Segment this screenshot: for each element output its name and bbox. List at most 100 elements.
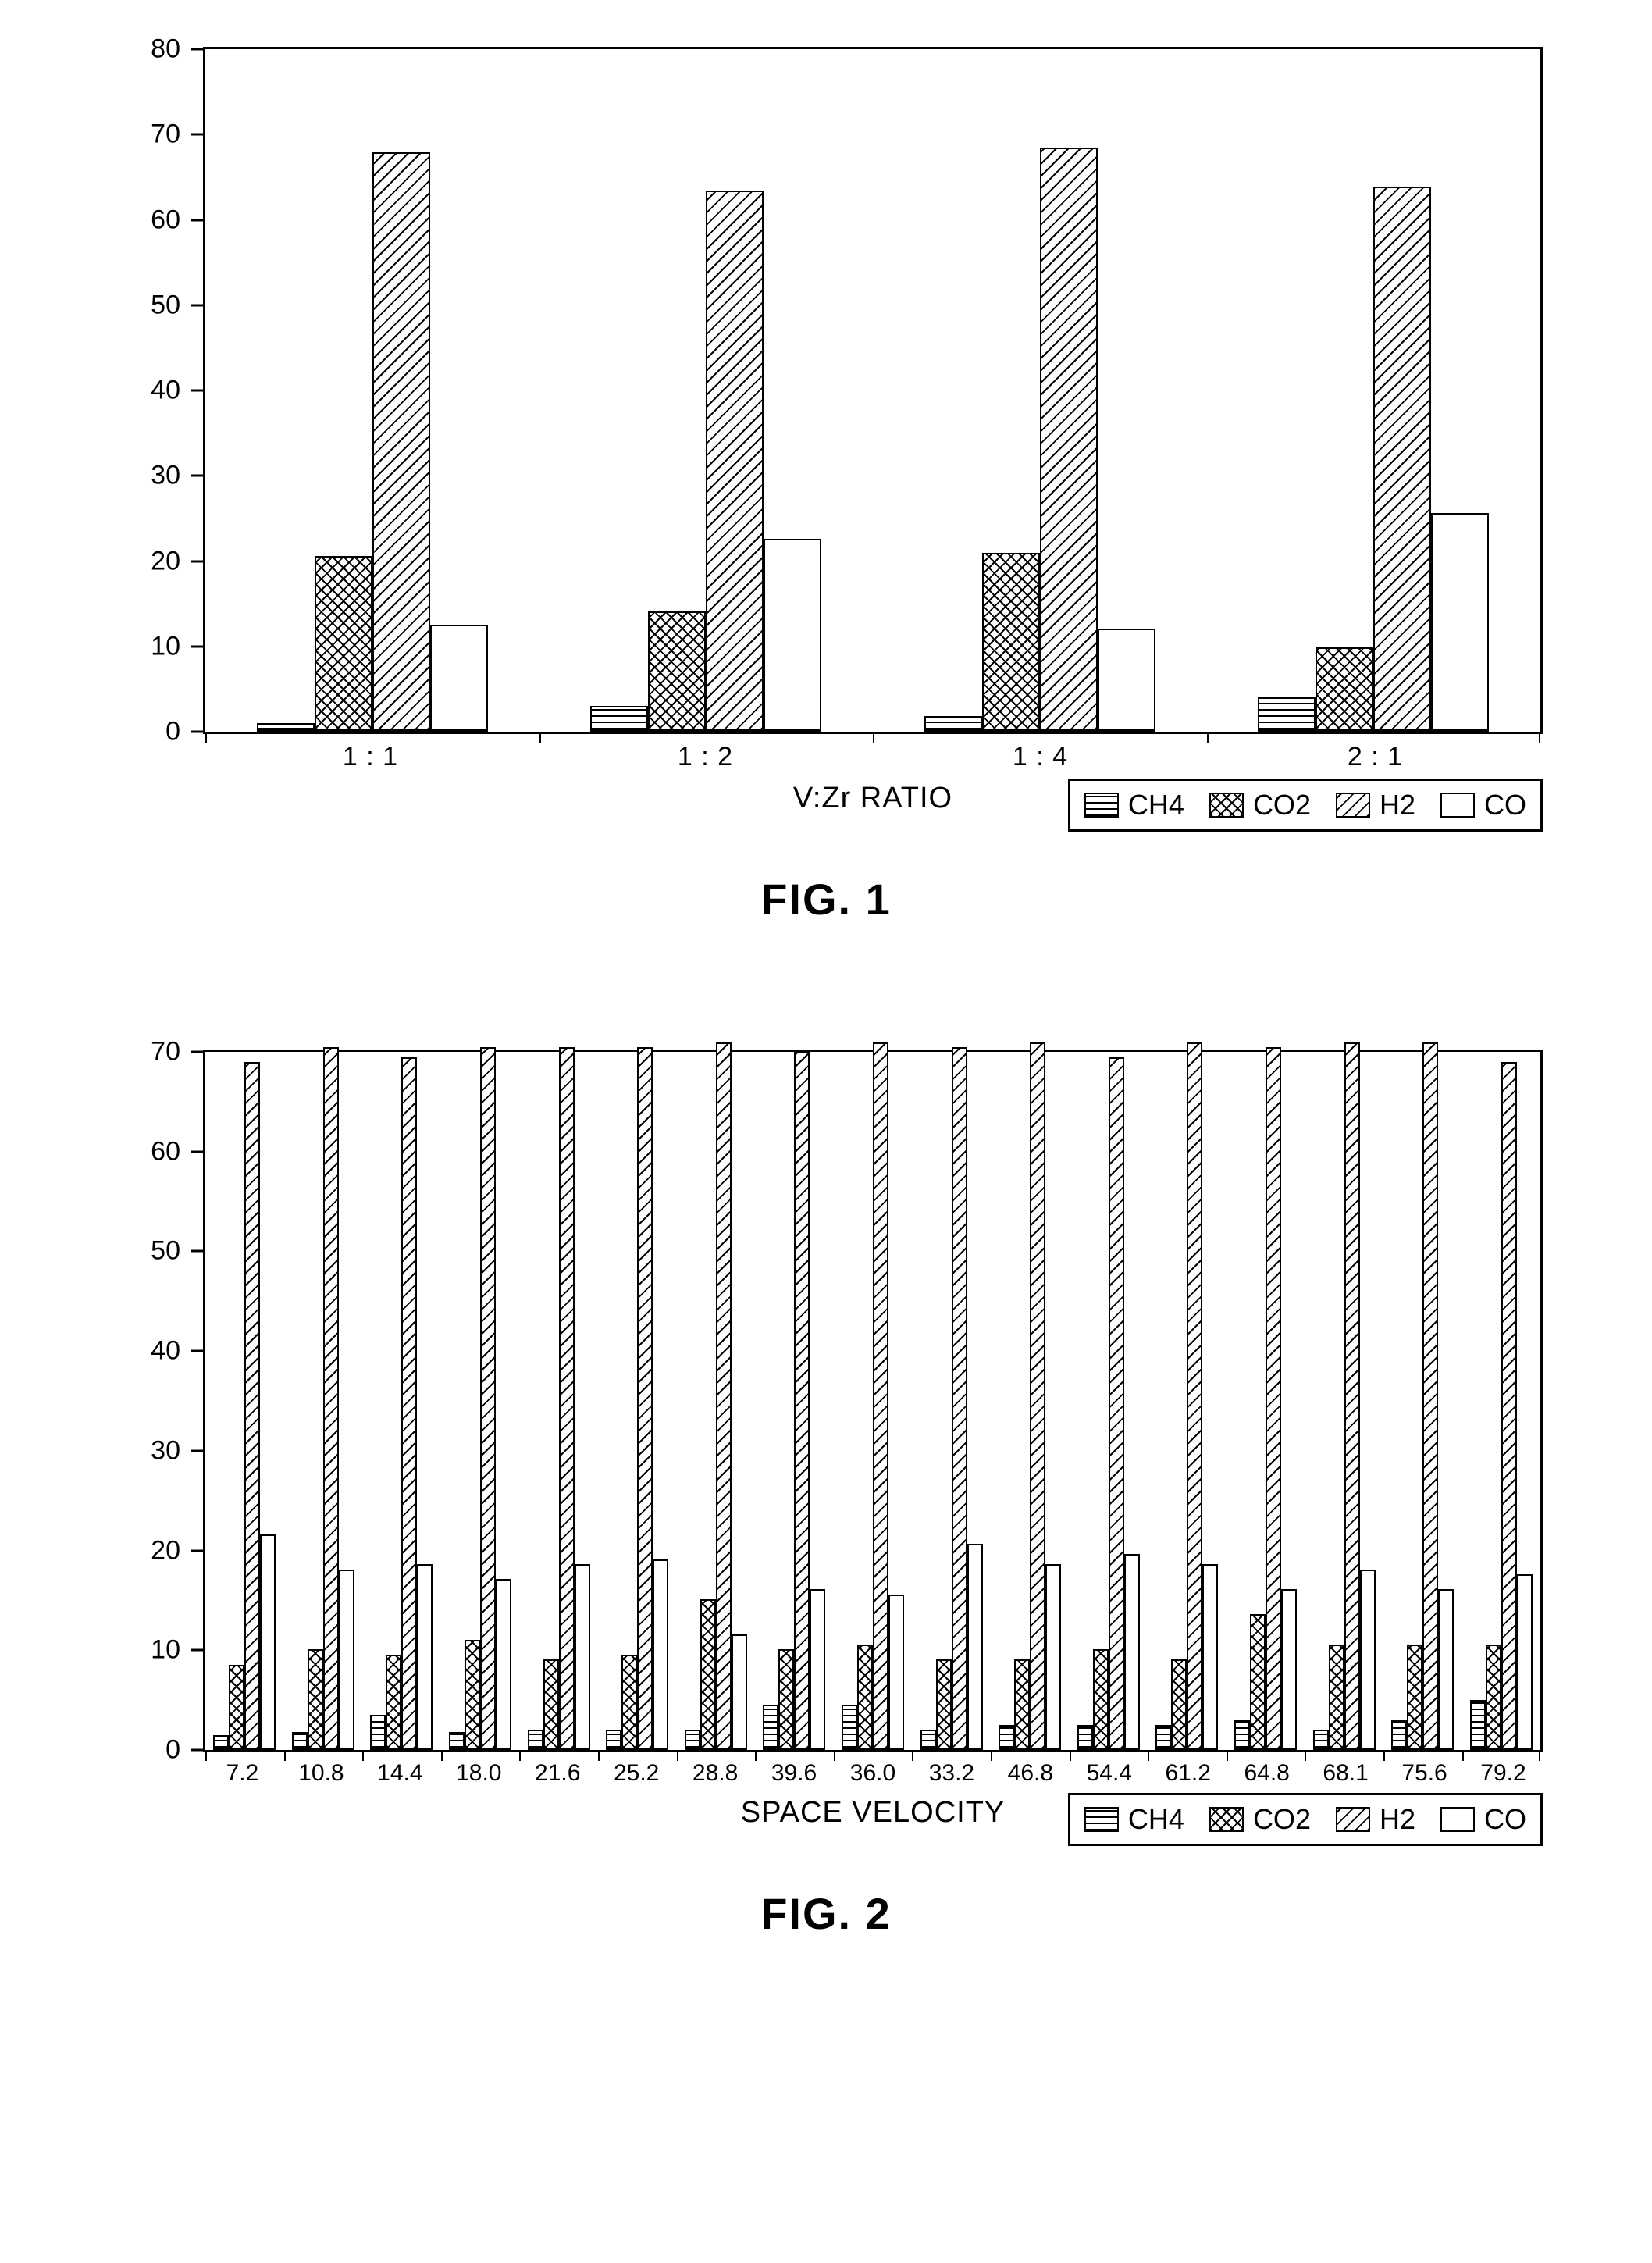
bar-fill xyxy=(1000,1727,1013,1748)
bar-group xyxy=(1207,49,1541,732)
bar-ch4 xyxy=(213,1735,229,1750)
bar-fill xyxy=(686,1731,699,1748)
bar-fill xyxy=(765,540,820,730)
bar-co2 xyxy=(778,1649,794,1750)
bar-fill xyxy=(926,718,981,729)
bar-h2 xyxy=(794,1052,810,1750)
bar-fill xyxy=(230,1666,243,1748)
bar-fill xyxy=(432,626,486,730)
bar-co2 xyxy=(857,1645,873,1750)
bar-cluster xyxy=(924,49,1155,732)
x-tick-mark xyxy=(677,1750,678,1761)
bar-co2 xyxy=(982,553,1040,732)
bar-cluster xyxy=(292,1052,354,1750)
y-tick-mark xyxy=(191,475,205,477)
bar-group xyxy=(873,49,1207,732)
bar-fill xyxy=(1362,1571,1374,1748)
y-tick-mark xyxy=(191,1150,205,1153)
x-category-label: 68.1 xyxy=(1306,1760,1385,1787)
bar-fill xyxy=(450,1734,463,1748)
bar-h2 xyxy=(1422,1042,1438,1750)
y-tick: 40 xyxy=(151,1336,205,1367)
bar-cluster xyxy=(1313,1052,1376,1750)
legend-label: CO2 xyxy=(1253,1803,1311,1836)
x-tick-mark xyxy=(284,1750,286,1761)
bar-fill xyxy=(717,1044,730,1748)
bar-co xyxy=(417,1564,433,1750)
y-tick-label: 40 xyxy=(151,376,191,406)
bar-co2 xyxy=(648,611,706,732)
legend-label: H2 xyxy=(1380,789,1415,821)
x-tick-mark xyxy=(1227,1750,1228,1761)
x-tick-mark xyxy=(539,732,541,743)
x-category-label: 18.0 xyxy=(440,1760,518,1787)
fig1-plot-area: 01020304050607080 xyxy=(203,47,1543,734)
bar-h2 xyxy=(559,1047,575,1750)
bar-fill xyxy=(874,1044,887,1748)
bar-h2 xyxy=(637,1047,653,1750)
y-tick-mark xyxy=(191,390,205,392)
bar-group xyxy=(1383,1052,1462,1750)
bar-h2 xyxy=(1030,1042,1045,1750)
bar-group xyxy=(834,1052,913,1750)
bar-co2 xyxy=(1407,1645,1422,1750)
legend-swatch xyxy=(1084,793,1119,818)
y-tick-label: 10 xyxy=(151,631,191,661)
bar-fill xyxy=(984,554,1038,729)
y-tick-mark xyxy=(191,134,205,136)
bar-co xyxy=(1202,1564,1218,1750)
y-tick-label: 60 xyxy=(151,1136,191,1167)
bar-fill xyxy=(592,707,646,729)
bar-group xyxy=(539,49,874,732)
bar-h2 xyxy=(1187,1042,1202,1750)
x-category-label: 7.2 xyxy=(203,1760,282,1787)
y-tick: 70 xyxy=(151,1037,205,1067)
bar-fill xyxy=(1204,1566,1216,1748)
x-category-label: 21.6 xyxy=(518,1760,597,1787)
y-tick-mark xyxy=(191,48,205,51)
x-tick-mark xyxy=(362,1750,364,1761)
bar-fill xyxy=(1518,1576,1531,1748)
bar-ch4 xyxy=(920,1730,936,1750)
x-tick-mark xyxy=(755,1750,757,1761)
bar-fill xyxy=(1408,1646,1421,1748)
y-tick-label: 30 xyxy=(151,1435,191,1466)
x-category-label: 25.2 xyxy=(597,1760,676,1787)
bar-fill xyxy=(545,1661,557,1748)
bar-h2 xyxy=(873,1042,888,1750)
bar-cluster xyxy=(842,1052,904,1750)
bar-h2 xyxy=(1344,1042,1360,1750)
fig2-x-labels: 7.210.814.418.021.625.228.839.636.033.24… xyxy=(203,1760,1543,1787)
bar-group xyxy=(755,1052,834,1750)
bar-co2 xyxy=(315,556,372,732)
bar-h2 xyxy=(372,152,430,732)
bar-fill xyxy=(843,1706,856,1748)
x-tick-mark xyxy=(598,1750,600,1761)
bar-fill xyxy=(969,1545,981,1748)
bar-fill xyxy=(1283,1591,1295,1748)
bar-fill xyxy=(1047,1566,1059,1748)
fig2-legend: CH4CO2H2CO xyxy=(1068,1793,1543,1846)
bar-group xyxy=(441,1052,520,1750)
bar-group xyxy=(1227,1052,1305,1750)
x-tick-mark xyxy=(519,1750,521,1761)
bar-ch4 xyxy=(370,1715,386,1750)
y-tick: 10 xyxy=(151,631,205,661)
y-tick: 10 xyxy=(151,1635,205,1666)
bar-co xyxy=(1045,1564,1061,1750)
bar-fill xyxy=(1330,1646,1343,1748)
x-tick-mark xyxy=(1539,1750,1540,1761)
bar-cluster xyxy=(213,1052,276,1750)
bar-cluster xyxy=(1258,49,1489,732)
x-category-label: 1 : 1 xyxy=(203,742,538,772)
legend-item-h2: H2 xyxy=(1336,1803,1415,1836)
bar-fill xyxy=(309,1651,322,1748)
fig1-legend: CH4CO2H2CO xyxy=(1068,779,1543,832)
fig1-x-labels: 1 : 11 : 21 : 42 : 1 xyxy=(203,742,1543,772)
legend-label: CO xyxy=(1484,789,1526,821)
legend-label: CH4 xyxy=(1128,1803,1184,1836)
y-tick-label: 50 xyxy=(151,1236,191,1267)
bar-fill xyxy=(294,1734,306,1748)
y-tick-label: 50 xyxy=(151,290,191,320)
bar-co2 xyxy=(700,1599,716,1750)
